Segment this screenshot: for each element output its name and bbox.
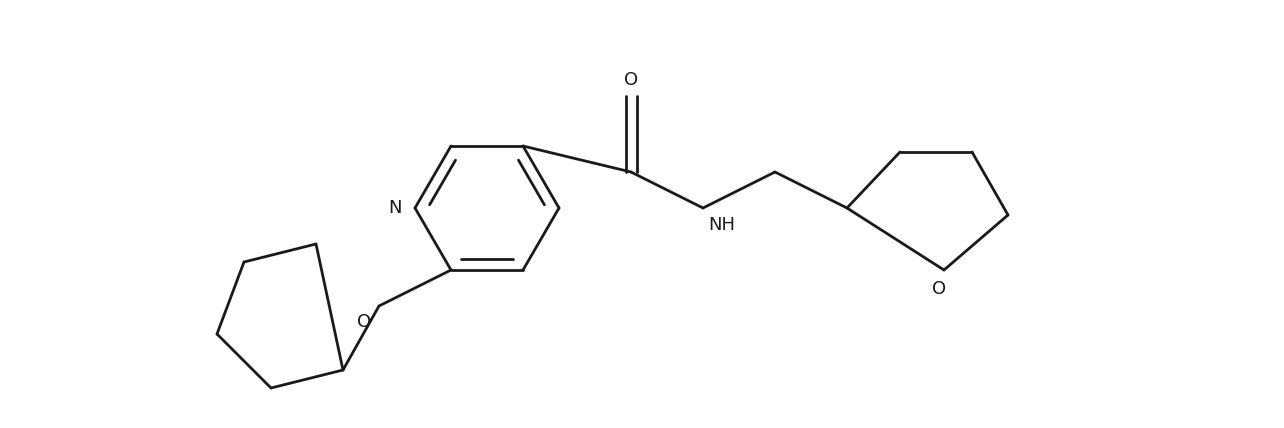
Text: O: O [357, 313, 371, 331]
Text: NH: NH [707, 216, 734, 234]
Text: O: O [932, 280, 946, 298]
Text: O: O [624, 71, 638, 89]
Text: N: N [389, 199, 402, 217]
